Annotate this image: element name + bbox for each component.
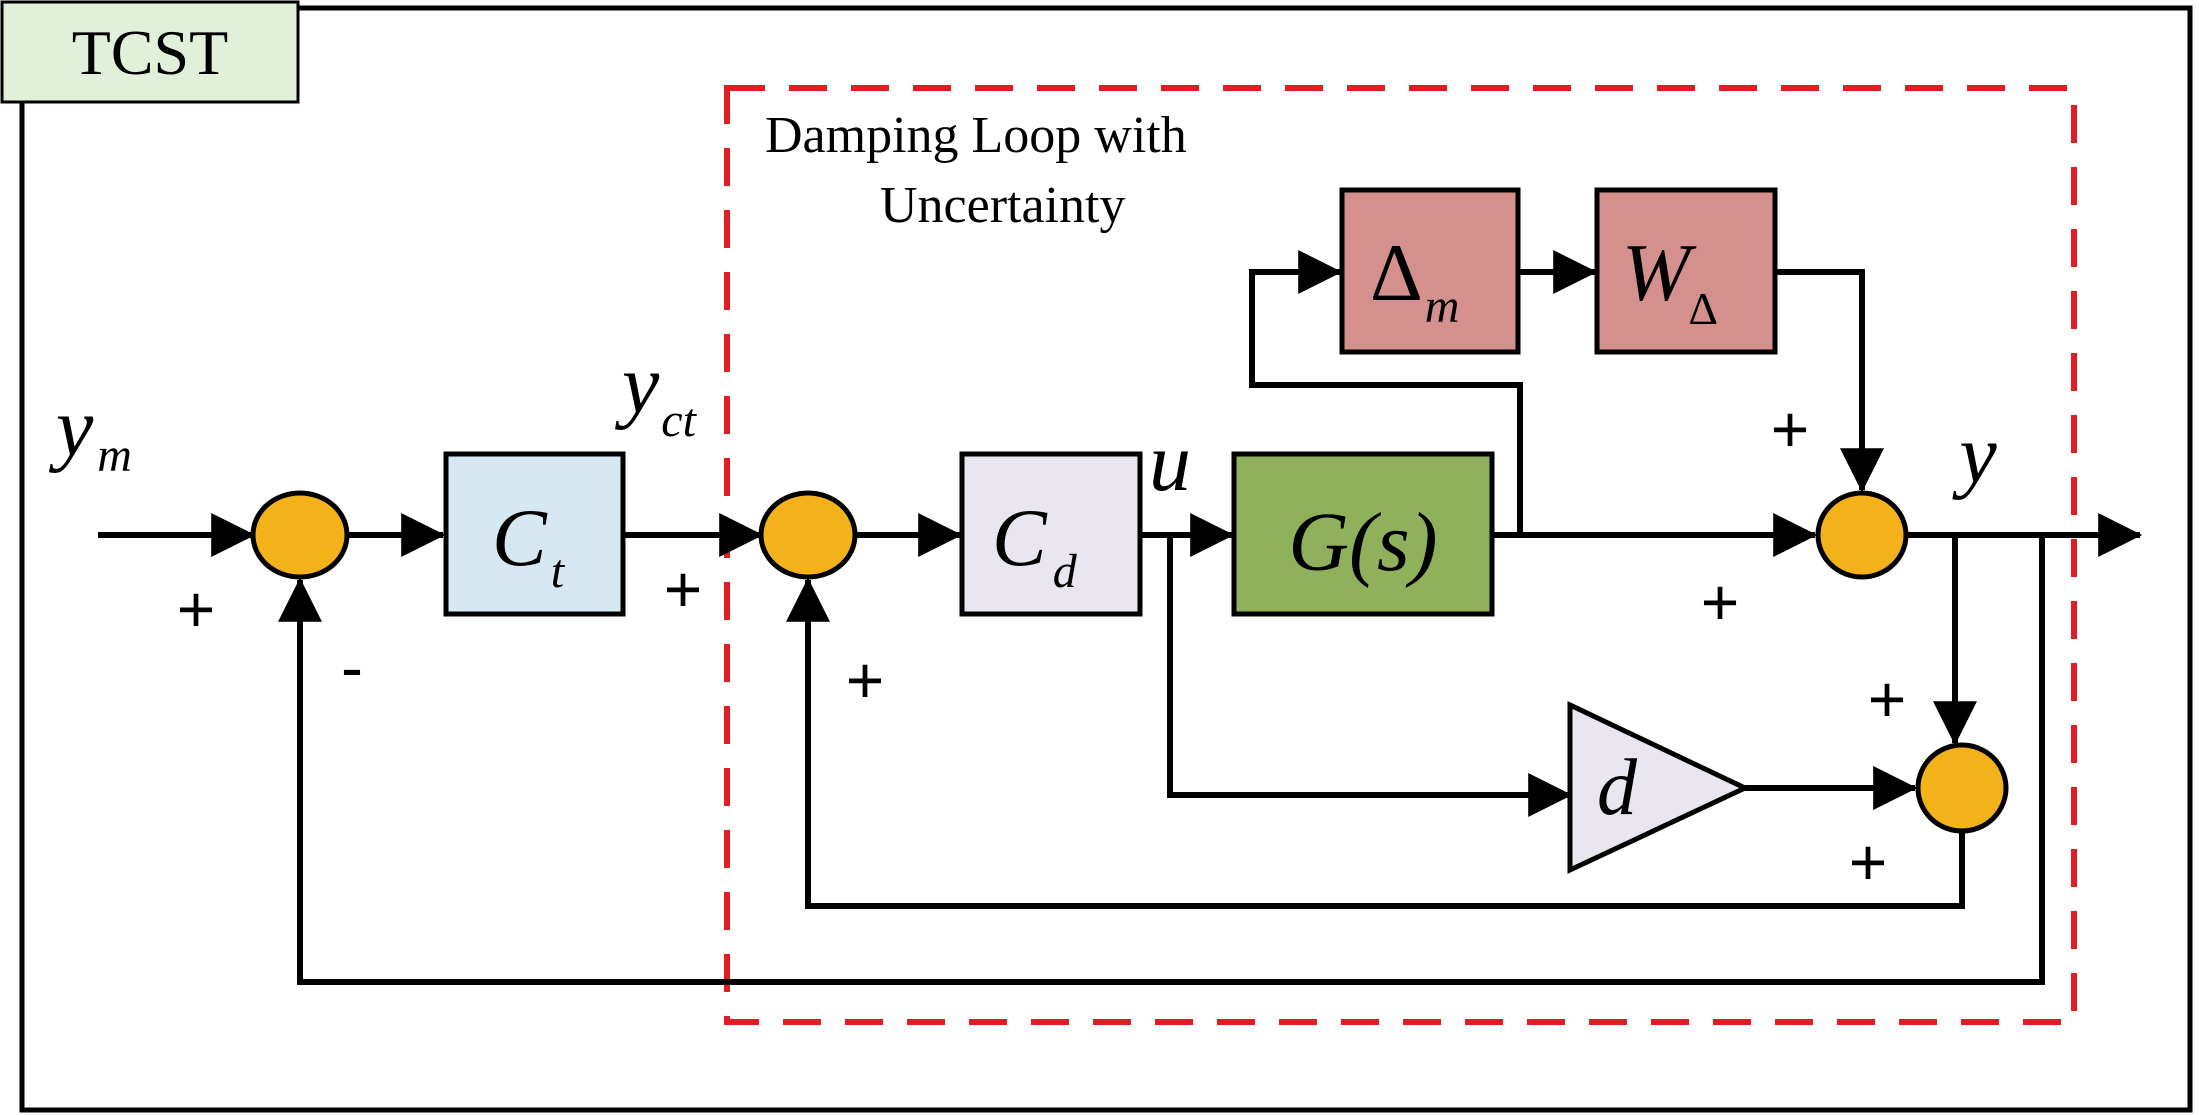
line-u-to-d (1167, 535, 1573, 817)
region-title-line2: Uncertainty (880, 177, 1125, 234)
ct-label: Ct (492, 492, 566, 598)
w-sub: Δ (1688, 283, 1718, 334)
tag-label: TCST (72, 17, 228, 88)
signal-u: u (1149, 416, 1191, 509)
d-gain-block: d (1567, 701, 1751, 874)
line-sum4-to-sum2 (786, 577, 1965, 909)
delta-box (1339, 187, 1521, 355)
w-base: W (1622, 227, 1697, 318)
yct-sub: ct (661, 394, 697, 447)
signal-ym: ym (48, 381, 132, 482)
tcst-tag: TCST (0, 0, 300, 104)
line-g-to-delta (1249, 250, 1523, 535)
summing-junction-4 (1915, 742, 2009, 834)
outer-frame (19, 5, 2193, 1113)
delta-sub: m (1425, 280, 1460, 333)
signal-yct: yct (614, 338, 698, 447)
g-box (1231, 451, 1495, 617)
sum2-plus-bottom-sign: + (846, 643, 885, 717)
delta-block: Δm (1339, 187, 1521, 355)
ct-block: Ct (443, 451, 626, 617)
sum2-plus-top-sign: + (664, 552, 703, 626)
line-y-to-sum1 (278, 535, 2045, 985)
sum4-plus-bottom-sign: + (1849, 825, 1888, 899)
d-gain-triangle (1567, 701, 1751, 874)
summing-junction-1 (250, 490, 350, 580)
signal-y: y (1951, 408, 1997, 501)
w-label: WΔ (1622, 227, 1718, 334)
region-title-line1: Damping Loop with (765, 107, 1187, 164)
w-box (1594, 187, 1778, 355)
ct-sub: t (551, 545, 566, 598)
ct-base: C (492, 492, 548, 583)
cd-sub: d (1053, 545, 1078, 598)
sum3-plus-left-sign: + (1701, 565, 1740, 639)
summing-junction-2 (758, 490, 858, 580)
sum1-plus-sign: + (177, 572, 216, 646)
delta-label: Δm (1370, 227, 1459, 333)
signal-lines (98, 250, 2143, 985)
sum1-minus-sign: - (341, 630, 363, 704)
cd-base: C (992, 492, 1048, 583)
d-label: d (1597, 744, 1638, 832)
ct-box (443, 451, 626, 617)
ym-base: y (48, 381, 94, 474)
delta-base: Δ (1370, 227, 1423, 318)
line-w-to-sum3 (1775, 269, 1884, 493)
yct-base: y (614, 338, 660, 431)
g-block: G(s) (1231, 451, 1495, 617)
cd-box (959, 451, 1143, 617)
summing-junction-3 (1815, 490, 1909, 580)
sum3-plus-top-sign: + (1771, 392, 1810, 466)
w-block: WΔ (1594, 187, 1778, 355)
ym-sub: m (97, 429, 132, 482)
sum4-plus-top-sign: + (1868, 662, 1907, 736)
tag-box (0, 0, 300, 104)
g-label: G(s) (1288, 496, 1437, 589)
